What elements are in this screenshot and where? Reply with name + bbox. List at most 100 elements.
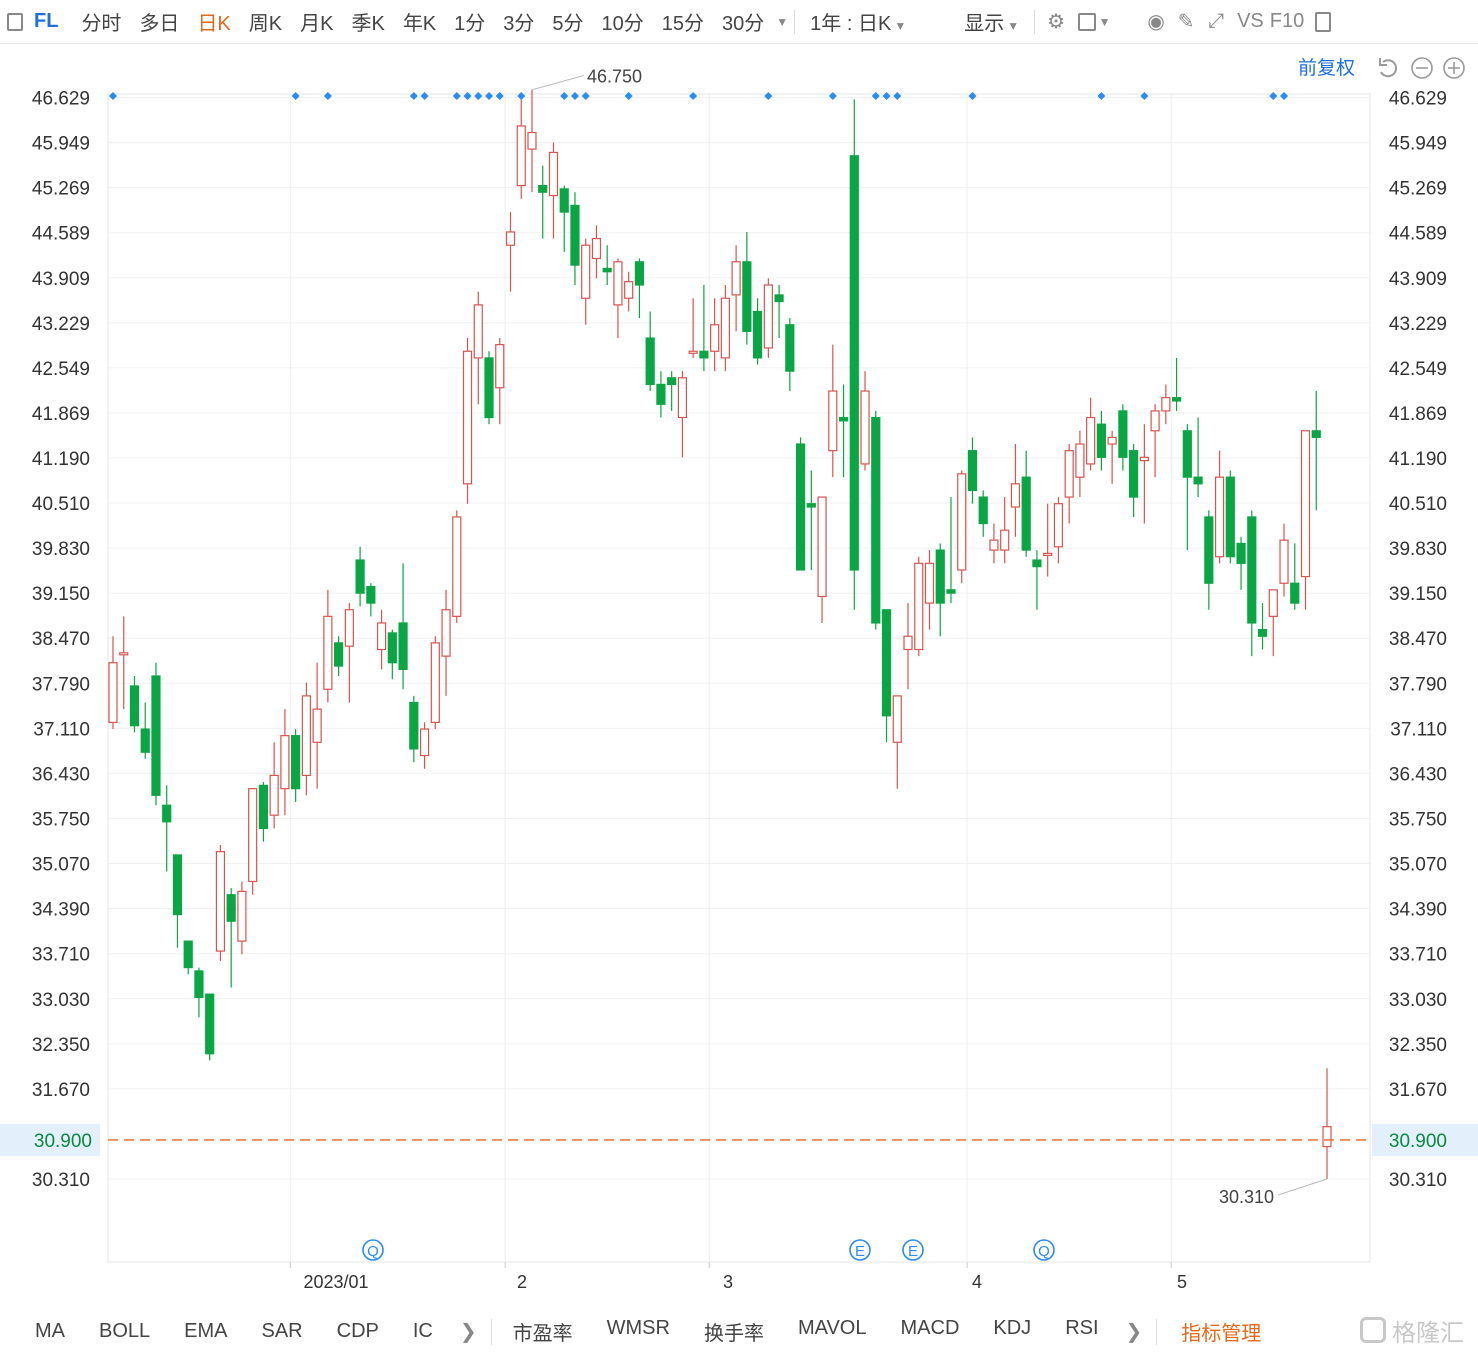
dividend-marker[interactable]: [409, 92, 418, 100]
candle[interactable]: [505, 212, 516, 292]
candle[interactable]: [946, 497, 956, 604]
gear-icon[interactable]: ⚙: [1047, 11, 1066, 33]
chevron-right-icon[interactable]: ❯: [459, 1321, 477, 1343]
candle[interactable]: [924, 550, 935, 630]
candle[interactable]: [957, 470, 967, 584]
zoom-out-icon[interactable]: [1411, 57, 1433, 79]
candle[interactable]: [1279, 523, 1289, 597]
indicator-9[interactable]: MAVOL: [797, 1317, 867, 1339]
candle[interactable]: [753, 298, 763, 365]
candle[interactable]: [151, 662, 161, 806]
dividend-marker[interactable]: [1269, 92, 1278, 100]
candle[interactable]: [763, 278, 773, 358]
candle[interactable]: [881, 609, 892, 743]
candle[interactable]: [1171, 357, 1182, 411]
candle[interactable]: [1086, 397, 1096, 471]
candle[interactable]: [462, 338, 473, 504]
candle[interactable]: [323, 589, 333, 703]
chevron-right-icon[interactable]: ❯: [1125, 1321, 1143, 1343]
dividend-marker[interactable]: [1280, 92, 1289, 100]
candle[interactable]: [258, 782, 269, 842]
candle[interactable]: [484, 351, 494, 425]
dividend-marker[interactable]: [871, 92, 880, 100]
candle[interactable]: [581, 238, 591, 325]
candle[interactable]: [527, 89, 537, 193]
candle[interactable]: [634, 258, 645, 319]
dividend-marker[interactable]: [452, 92, 461, 100]
candle[interactable]: [119, 616, 129, 710]
candle[interactable]: [1053, 497, 1064, 564]
dividend-marker[interactable]: [420, 92, 429, 100]
dividend-marker[interactable]: [882, 92, 891, 100]
candle[interactable]: [624, 271, 634, 312]
tab-period-2[interactable]: 日K: [197, 13, 231, 35]
dividend-marker[interactable]: [1097, 92, 1106, 100]
candle[interactable]: [194, 967, 204, 1018]
candle[interactable]: [108, 636, 118, 730]
side-panel-icon[interactable]: [1308, 7, 1338, 37]
candle[interactable]: [376, 609, 387, 670]
candle[interactable]: [817, 496, 827, 623]
candle[interactable]: [602, 245, 612, 285]
dividend-marker[interactable]: [560, 92, 569, 100]
dividend-marker[interactable]: [109, 92, 117, 100]
candle[interactable]: [667, 371, 677, 411]
tab-period-5[interactable]: 季K: [351, 13, 385, 35]
candle[interactable]: [849, 99, 859, 610]
candle[interactable]: [860, 371, 870, 471]
candle[interactable]: [710, 298, 720, 372]
candle[interactable]: [785, 318, 795, 392]
candle[interactable]: [1247, 510, 1257, 657]
candle[interactable]: [430, 636, 440, 730]
tab-period-9[interactable]: 5分: [552, 13, 584, 35]
candle[interactable]: [645, 311, 655, 392]
candle[interactable]: [1236, 536, 1246, 590]
range-select[interactable]: 1年 : 日K ▼: [801, 7, 915, 36]
tab-period-7[interactable]: 1分: [454, 13, 486, 35]
candle[interactable]: [989, 523, 999, 564]
candle[interactable]: [1300, 430, 1311, 610]
candle[interactable]: [1021, 450, 1031, 557]
candle[interactable]: [1204, 510, 1214, 610]
candle[interactable]: [720, 284, 730, 372]
candle[interactable]: [473, 291, 483, 405]
vs-button[interactable]: VS: [1237, 10, 1264, 32]
candle[interactable]: [1107, 430, 1117, 484]
candle[interactable]: [140, 702, 150, 759]
candle[interactable]: [795, 437, 806, 571]
candle[interactable]: [1032, 550, 1042, 610]
candle[interactable]: [1118, 404, 1128, 471]
candle[interactable]: [699, 284, 709, 372]
candle[interactable]: [516, 99, 526, 199]
candle[interactable]: [914, 556, 924, 657]
candle[interactable]: [205, 993, 215, 1061]
stock-symbol[interactable]: FL: [34, 10, 59, 32]
tab-period-3[interactable]: 周K: [248, 13, 283, 35]
candle[interactable]: [226, 888, 236, 988]
candle[interactable]: [570, 192, 580, 285]
candle[interactable]: [398, 563, 408, 690]
dividend-marker[interactable]: [323, 92, 332, 100]
event-badge-e[interactable]: E: [902, 1239, 924, 1261]
candle[interactable]: [591, 225, 602, 279]
candle[interactable]: [215, 845, 226, 961]
layout-select-icon[interactable]: ▼: [1071, 7, 1117, 37]
candle[interactable]: [806, 470, 816, 570]
dividend-marker[interactable]: [517, 92, 526, 100]
indicator-6[interactable]: 市盈率: [512, 1323, 573, 1345]
candle[interactable]: [1182, 424, 1192, 551]
indicator-12[interactable]: RSI: [1065, 1317, 1099, 1339]
fullscreen-icon[interactable]: ⤢: [1208, 10, 1225, 32]
zoom-in-icon[interactable]: [1443, 57, 1465, 79]
candle[interactable]: [1257, 603, 1268, 650]
adjust-button[interactable]: 前复权: [1298, 57, 1355, 79]
candle[interactable]: [248, 788, 258, 895]
indicator-1[interactable]: BOLL: [99, 1320, 151, 1342]
candle[interactable]: [129, 676, 140, 733]
indicator-0[interactable]: MA: [35, 1320, 65, 1342]
candle[interactable]: [677, 371, 687, 458]
tab-period-0[interactable]: 分时: [81, 13, 122, 35]
camera-icon[interactable]: ◉: [1147, 11, 1165, 33]
candle[interactable]: [1043, 503, 1053, 577]
